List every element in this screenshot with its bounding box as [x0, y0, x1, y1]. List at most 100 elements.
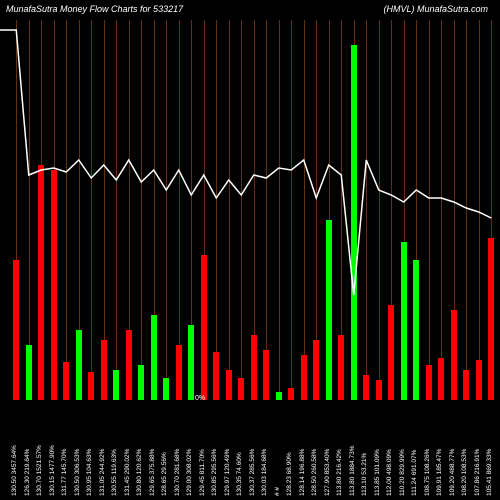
- grid-line: [241, 20, 242, 400]
- grid-line: [429, 20, 430, 400]
- volume-bar: [263, 350, 269, 400]
- volume-bar: [438, 358, 444, 400]
- volume-bar: [226, 370, 232, 400]
- volume-bar: [238, 378, 244, 400]
- x-tick-label: 109.20 488.77%: [449, 449, 456, 496]
- x-axis-labels: 130.50 3457.64% 126.30 219.64% 130.70 1521…: [0, 400, 500, 500]
- volume-bar: [138, 365, 144, 400]
- x-tick-label: 128.50 260.58%: [311, 449, 318, 496]
- volume-bar: [113, 370, 119, 400]
- grid-line: [179, 20, 180, 400]
- volume-bar: [313, 340, 319, 400]
- grid-line: [279, 20, 280, 400]
- volume-bar: [301, 355, 307, 400]
- grid-line: [366, 20, 367, 400]
- grid-line: [116, 20, 117, 400]
- volume-bar: [63, 362, 69, 400]
- volume-bar: [401, 242, 407, 400]
- x-tick-label: 110.20 829.99%: [399, 449, 406, 496]
- x-tick-label: 113.80 1884.73%: [349, 446, 356, 496]
- volume-bar: [151, 315, 157, 400]
- volume-bar: [213, 352, 219, 400]
- x-tick-label: 130.95 104.63%: [86, 449, 93, 496]
- volume-bar: [351, 45, 357, 400]
- grid-line: [141, 20, 142, 400]
- x-tick-label: 130.50 3457.64%: [11, 445, 18, 496]
- x-tick-label: 130.70 1521.57%: [36, 445, 43, 496]
- volume-bar: [463, 370, 469, 400]
- volume-bar: [451, 310, 457, 400]
- volume-bar: [163, 378, 169, 400]
- volume-bar: [363, 375, 369, 400]
- volume-bar: [201, 255, 207, 400]
- volume-bar: [26, 345, 32, 400]
- x-tick-label: # #: [274, 487, 281, 496]
- grid-line: [266, 20, 267, 400]
- x-tick-label: 127.90 853.40%: [324, 449, 331, 496]
- x-tick-label: 130.85 295.56%: [211, 449, 218, 496]
- grid-line: [91, 20, 92, 400]
- chart-header: MunafaSutra Money Flow Charts for 533217…: [0, 4, 500, 14]
- volume-bar: [288, 388, 294, 400]
- x-tick-label: 131.45 290.02%: [124, 449, 131, 496]
- x-tick-label: 111.24 691.07%: [411, 450, 418, 496]
- volume-bar: [13, 260, 19, 400]
- volume-bar: [51, 170, 57, 400]
- grid-line: [216, 20, 217, 400]
- volume-bar: [376, 380, 382, 400]
- volume-bar: [38, 165, 44, 400]
- x-tick-label: 113.80 216.42%: [336, 449, 343, 496]
- grid-line: [229, 20, 230, 400]
- volume-bar: [251, 335, 257, 400]
- volume-bar: [176, 345, 182, 400]
- volume-bar: [426, 365, 432, 400]
- title-right: (HMVL) MunafaSutra.com: [383, 4, 488, 14]
- grid-line: [379, 20, 380, 400]
- x-tick-label: 128.23 68.90%: [286, 452, 293, 496]
- x-tick-label: 112.00 498.09%: [386, 449, 393, 496]
- grid-line: [304, 20, 305, 400]
- grid-line: [479, 20, 480, 400]
- x-tick-label: 126.30 219.64%: [24, 449, 31, 496]
- x-tick-label: 108.20 108.53%: [461, 449, 468, 496]
- grid-line: [166, 20, 167, 400]
- x-tick-label: 129.00 308.02%: [186, 449, 193, 496]
- x-tick-label: 113.85 101.09%: [374, 449, 381, 496]
- x-tick-label: 130.03 184.68%: [261, 449, 268, 496]
- x-tick-label: 131.77 145.70%: [61, 449, 68, 496]
- x-tick-label: 129.97 120.49%: [224, 449, 231, 496]
- x-tick-label: 130.80 120.62%: [136, 449, 143, 496]
- x-tick-label: 130.55 119.63%: [111, 449, 118, 496]
- x-tick-label: 130.50 306.53%: [74, 449, 81, 496]
- volume-bar: [338, 335, 344, 400]
- volume-bar: [413, 260, 419, 400]
- x-tick-label: 108.75 108.26%: [424, 449, 431, 496]
- x-tick-label: 129.45 811.70%: [199, 449, 206, 496]
- x-tick-label: 128.65 29.56%: [161, 452, 168, 496]
- volume-bar: [126, 330, 132, 400]
- x-tick-label: 109.91 185.47%: [436, 449, 443, 496]
- x-tick-label: 130.70 281.68%: [174, 449, 181, 496]
- x-tick-label: 130.37 285.56%: [249, 449, 256, 496]
- x-tick-label: 107.86 216.91%: [474, 449, 481, 496]
- x-tick-label: 105.41 869.33%: [486, 449, 493, 496]
- volume-bar: [276, 392, 282, 400]
- volume-bar: [326, 220, 332, 400]
- x-tick-label: 113.10 53.21%: [361, 453, 368, 496]
- grid-line: [66, 20, 67, 400]
- volume-bar: [388, 305, 394, 400]
- volume-bar: [488, 238, 494, 400]
- volume-bar: [101, 340, 107, 400]
- x-tick-label: 129.65 375.88%: [149, 449, 156, 496]
- x-tick-label: 130.35 74.60%: [236, 452, 243, 496]
- volume-bar: [476, 360, 482, 400]
- x-tick-label: 131.05 244.92%: [99, 449, 106, 496]
- grid-line: [466, 20, 467, 400]
- volume-bar: [88, 372, 94, 400]
- grid-line: [29, 20, 30, 400]
- x-tick-label: 128.14 196.88%: [299, 449, 306, 496]
- money-flow-chart: [0, 20, 500, 400]
- grid-line: [441, 20, 442, 400]
- volume-bar: [188, 325, 194, 400]
- x-tick-label: 130.15 1477.90%: [49, 445, 56, 496]
